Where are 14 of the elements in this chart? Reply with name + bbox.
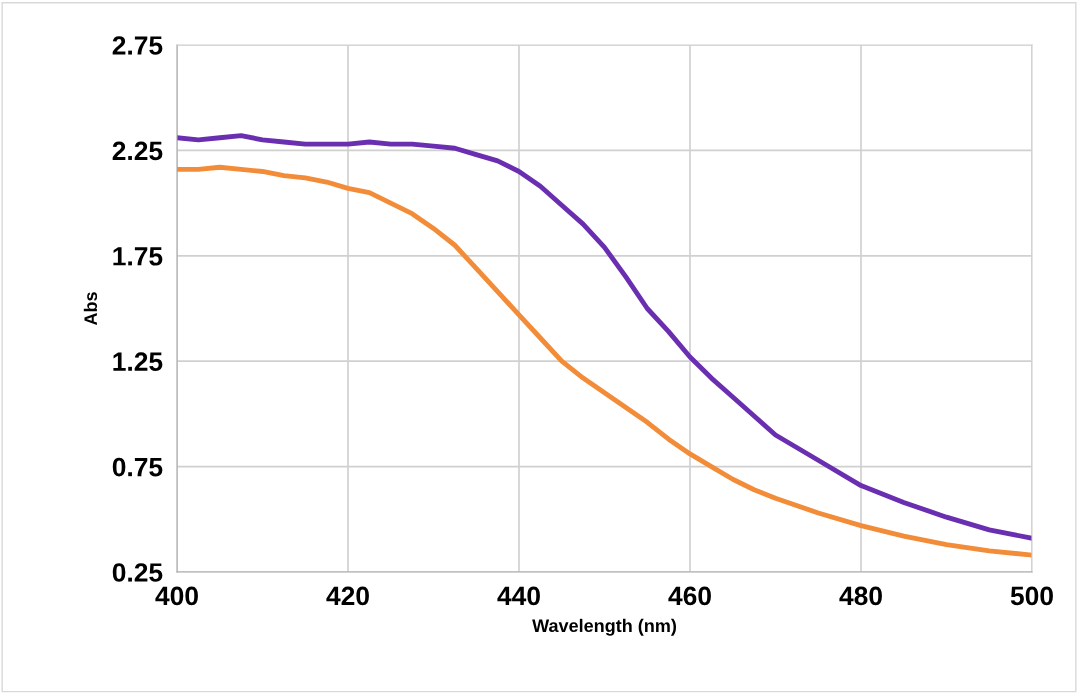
y-tick-label: 2.75 <box>112 36 163 55</box>
y-tick-label: 0.25 <box>112 563 163 582</box>
x-tick-label: 440 <box>497 586 540 606</box>
x-tick-label: 480 <box>839 586 882 606</box>
x-tick-label: 400 <box>155 586 198 606</box>
x-axis-title: Wavelength (nm) <box>532 618 676 636</box>
y-tick-label: 2.25 <box>112 141 163 161</box>
x-tick-label: 460 <box>668 586 711 606</box>
y-tick-label: 0.75 <box>112 457 163 477</box>
y-tick-label: 1.75 <box>113 247 163 266</box>
x-tick-label: 420 <box>326 586 369 606</box>
y-axis-title: Abs <box>83 292 98 326</box>
y-tick-label: 1.25 <box>113 352 163 372</box>
x-tick-label: 500 <box>1010 586 1053 606</box>
